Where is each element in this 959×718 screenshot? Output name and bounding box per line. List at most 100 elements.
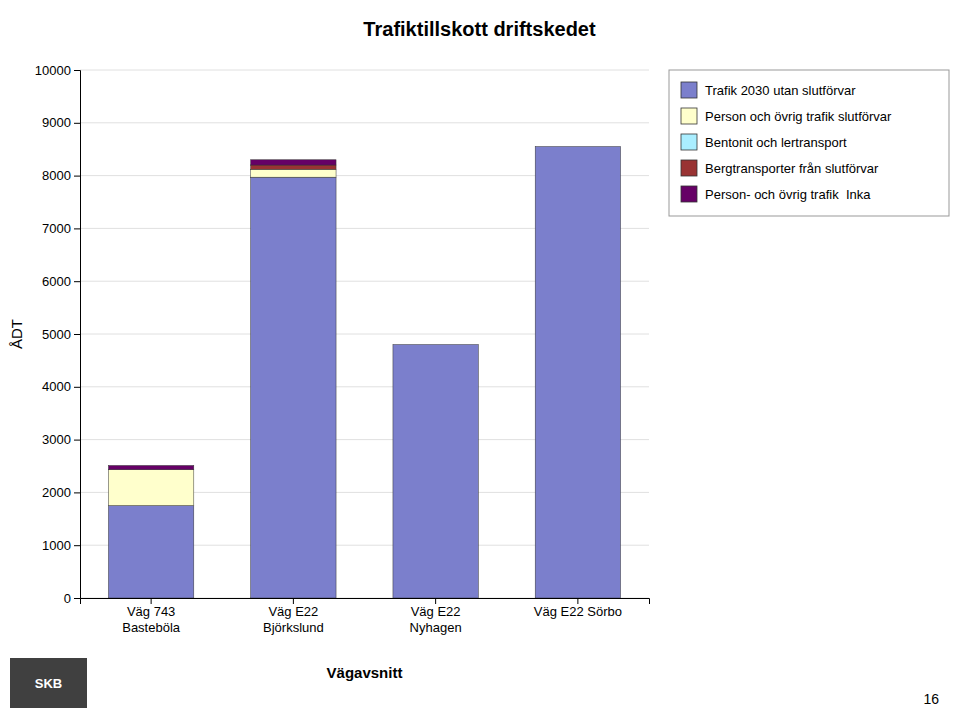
y-tick-mark — [74, 387, 80, 388]
x-tick-label: Väg E22 Sörbo — [534, 604, 622, 619]
legend-swatch — [681, 82, 697, 98]
x-tick: Väg 743Basteböla — [122, 598, 181, 635]
y-tick-mark — [74, 70, 80, 71]
bar-segment — [535, 146, 620, 147]
y-tick-mark — [74, 123, 80, 124]
bar-segment — [251, 165, 336, 169]
y-tick-label: 7000 — [42, 221, 71, 236]
x-tick-label: Väg E22Nyhagen — [410, 604, 462, 635]
y-tick-label: 0 — [64, 591, 71, 606]
legend-label: Person och övrig trafik slutförvar — [705, 109, 892, 124]
y-tick-mark — [74, 176, 80, 177]
logo-box — [10, 658, 87, 708]
bar-segment — [393, 344, 478, 345]
plot-area: 0 1000 2000 3000 4000 5000 6000 7000 8000 9000 100… — [35, 63, 650, 635]
x-axis-title: Vägavsnitt — [327, 664, 403, 681]
x-tick: Väg E22 Sörbo — [534, 598, 622, 619]
y-tick-label: 6000 — [42, 274, 71, 289]
bar-segment — [535, 146, 620, 147]
legend-swatch — [681, 160, 697, 176]
y-tick: 7000 — [42, 221, 80, 236]
y-tick: 3000 — [42, 432, 80, 447]
legend-item: Bentonit och lertransport — [681, 134, 847, 150]
x-tick-mark — [435, 598, 436, 604]
logo-text: SKB — [35, 676, 62, 691]
y-axis: 0 1000 2000 3000 4000 5000 6000 7000 8000 9000 100… — [35, 63, 81, 606]
legend-swatch — [681, 134, 697, 150]
x-tick: Väg E22Nyhagen — [410, 598, 462, 635]
legend-label: Person- och övrig trafik Inka — [705, 187, 871, 202]
y-tick-label: 3000 — [42, 432, 71, 447]
y-tick-label: 10000 — [35, 63, 71, 78]
grid — [80, 70, 649, 598]
bar-segment — [251, 160, 336, 165]
bar-segment — [108, 470, 193, 506]
bar-series — [108, 160, 336, 470]
grid-line — [80, 70, 649, 71]
x-axis: Väg 743Basteböla Väg E22Björkslund Väg E22… — [81, 598, 650, 635]
y-tick: 9000 — [42, 115, 80, 130]
bar-segment — [535, 146, 620, 147]
bar-segment — [535, 147, 620, 598]
legend-label: Bentonit och lertransport — [705, 135, 847, 150]
y-tick: 8000 — [42, 168, 80, 183]
legend-swatch — [681, 186, 697, 202]
y-tick: 2000 — [42, 485, 80, 500]
bars — [108, 147, 620, 598]
bar-segment — [393, 344, 478, 345]
x-tick: Väg E22Björkslund — [263, 598, 324, 635]
y-tick-mark — [74, 334, 80, 335]
y-tick-label: 9000 — [42, 115, 71, 130]
y-tick-label: 1000 — [42, 538, 71, 553]
y-tick-label: 8000 — [42, 168, 71, 183]
logo: SKB — [10, 658, 87, 708]
y-tick-mark — [74, 492, 80, 493]
legend: Trafik 2030 utan slutförvar Person och öv… — [669, 70, 949, 216]
bar-segment — [251, 177, 336, 598]
title: Trafiktillskott driftskedet — [363, 18, 596, 40]
bar-series — [251, 165, 336, 169]
y-tick-label: 5000 — [42, 327, 71, 342]
y-tick: 1000 — [42, 538, 80, 553]
page-number: 16 — [923, 691, 939, 707]
chart-svg: 0 1000 2000 3000 4000 5000 6000 7000 8000 9000 100… — [0, 0, 959, 718]
y-tick-label: 2000 — [42, 485, 71, 500]
y-tick-mark — [74, 281, 80, 282]
x-tick-mark — [577, 598, 578, 604]
legend-frame — [669, 70, 949, 216]
x-tick-mark — [293, 598, 294, 604]
y-tick: 4000 — [42, 379, 80, 394]
grid-line — [80, 122, 649, 123]
y-tick-mark — [74, 440, 80, 441]
y-tick: 0 — [64, 591, 80, 606]
bar-segment — [393, 344, 478, 345]
y-axis-title: ÅDT — [8, 319, 25, 349]
legend-item: Trafik 2030 utan slutförvar — [681, 82, 856, 98]
y-tick-mark — [74, 228, 80, 229]
legend-swatch — [681, 108, 697, 124]
legend-item: Bergtransporter från slutförvar — [681, 160, 879, 176]
bar-segment — [393, 345, 478, 598]
x-tick-label: Väg 743Basteböla — [122, 604, 181, 635]
y-tick: 10000 — [35, 63, 80, 78]
legend-label: Trafik 2030 utan slutförvar — [705, 83, 856, 98]
bar-segment — [108, 506, 193, 598]
bar-series — [108, 169, 336, 505]
y-tick: 6000 — [42, 274, 80, 289]
bar-segment — [393, 344, 478, 345]
y-tick: 5000 — [42, 327, 80, 342]
legend-item: Person- och övrig trafik Inka — [681, 186, 871, 202]
bar-series — [108, 147, 620, 598]
x-axis-line — [81, 599, 650, 605]
legend-item: Person och övrig trafik slutförvar — [681, 108, 892, 124]
bar-segment — [535, 146, 620, 147]
y-tick-mark — [74, 598, 80, 599]
y-tick-mark — [74, 545, 80, 546]
y-axis-line — [74, 71, 81, 599]
x-tick-label: Väg E22Björkslund — [263, 604, 324, 635]
y-tick-label: 4000 — [42, 379, 71, 394]
bar-segment — [108, 465, 193, 469]
bar-segment — [251, 169, 336, 177]
legend-label: Bergtransporter från slutförvar — [705, 161, 879, 176]
x-tick-mark — [151, 598, 152, 604]
